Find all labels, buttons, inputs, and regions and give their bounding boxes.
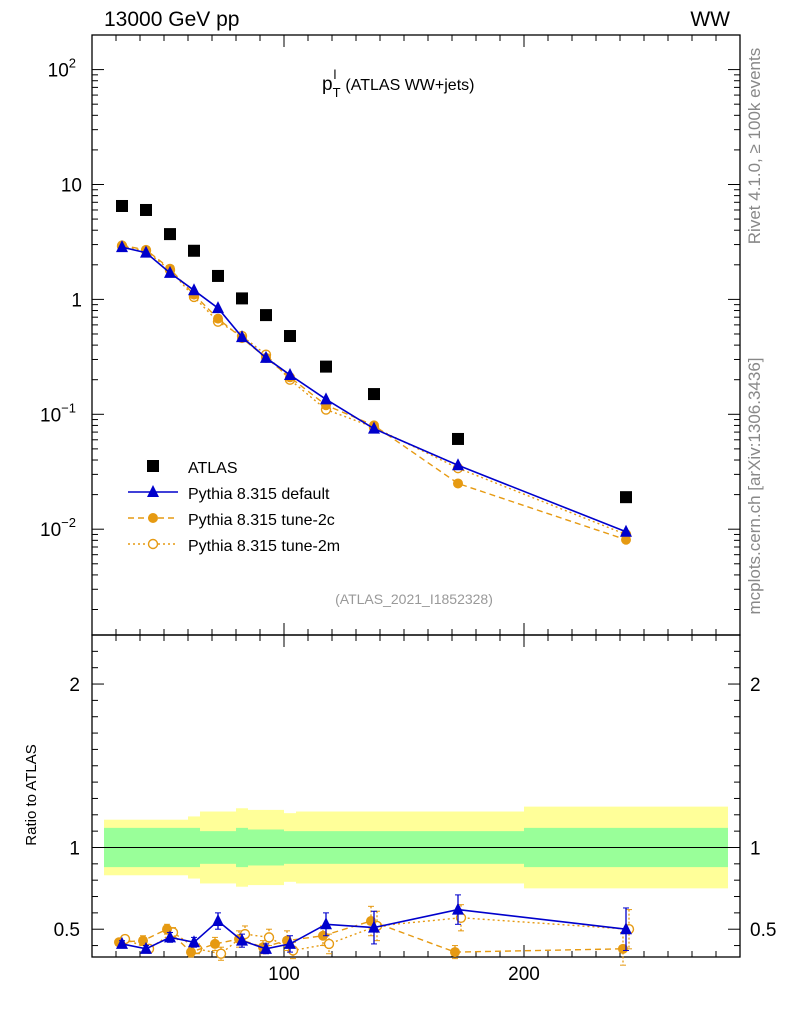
y-tick-label: 1 (71, 290, 82, 311)
ratio-y-tick-label-right: 1 (750, 838, 761, 859)
ratio-point (452, 902, 464, 915)
header-left: 13000 GeV pp (104, 8, 239, 31)
data-point (284, 330, 296, 343)
plot-title: pTl(ATLAS WW+jets) (322, 67, 474, 100)
data-point (320, 360, 332, 373)
ratio-y-tick-label: 2 (69, 675, 80, 696)
legend-tune-2m: Pythia 8.315 tune-2m (188, 538, 340, 555)
data-point (140, 245, 152, 258)
ratio-y-tick-label: 1 (69, 838, 80, 859)
ratio-panel: 0.5 0.5 1 1 2 2 100 200 Ratio to ATLAS (23, 634, 776, 985)
data-point (452, 432, 464, 445)
ratio-point (210, 938, 220, 949)
data-point (368, 388, 380, 401)
ratio-point (164, 930, 176, 943)
ratio-point (140, 941, 152, 954)
data-point (453, 478, 463, 489)
legend-default: Pythia 8.315 default (188, 486, 330, 503)
legend-marker (147, 485, 159, 497)
ratio-point (263, 932, 275, 943)
ratio-y-tick-label-right: 0.5 (750, 920, 776, 941)
ratio-point (368, 920, 380, 933)
data-point (164, 228, 176, 241)
ratio-line-tune2c (118, 920, 624, 953)
rivet-label: Rivet 4.1.0, ≥ 100k events (745, 48, 764, 244)
data-point (452, 458, 464, 471)
legend-marker (147, 538, 159, 550)
y-tick-label: 102 (48, 56, 76, 82)
data-point (284, 367, 296, 380)
mcplots-label: mcplots.cern.ch [arXiv:1306.3436] (745, 357, 764, 614)
data-point (212, 269, 224, 282)
data-point (212, 301, 224, 314)
data-point (260, 350, 272, 363)
ratio-point (215, 948, 227, 959)
ratio-point (188, 935, 200, 948)
ratio-ylabel: Ratio to ATLAS (23, 744, 40, 845)
legend-marker (148, 513, 158, 523)
x-tick-label: 200 (508, 964, 540, 985)
ratio-point (320, 917, 332, 930)
data-point (213, 313, 223, 324)
legend-tune-2c: Pythia 8.315 tune-2c (188, 512, 335, 529)
ratio-point (323, 938, 335, 950)
header-right: WW (690, 8, 730, 31)
data-point (140, 203, 152, 216)
data-point (116, 240, 128, 253)
ratio-point (186, 947, 196, 958)
x-tick-label: 100 (268, 964, 300, 985)
legend-marker-atlas (147, 460, 159, 472)
series-line-1 (121, 246, 627, 533)
legend: ATLAS Pythia 8.315 default Pythia 8.315 … (128, 460, 340, 555)
ratio-point (116, 936, 128, 949)
ratio-point (620, 922, 632, 935)
y-tick-label: 10 (61, 175, 82, 196)
y-tick-label: 10−2 (40, 515, 76, 541)
ratio-point (284, 936, 296, 949)
ratio-frame (91, 634, 741, 958)
legend-atlas: ATLAS (188, 460, 238, 477)
data-point (368, 421, 380, 434)
ratio-y-tick-label: 0.5 (54, 920, 80, 941)
ratio-point (260, 941, 272, 954)
ratio-point (450, 947, 460, 958)
ratio-point (212, 914, 224, 927)
analysis-label: (ATLAS_2021_I1852328) (335, 591, 493, 607)
data-point (620, 491, 632, 504)
data-point (164, 265, 176, 278)
data-point (620, 524, 632, 537)
y-tick-label: 10−1 (40, 400, 76, 426)
data-point (188, 283, 200, 296)
main-panel: 102 10 1 10−1 10−2 pTl(ATLAS WW+jets) (ATLAS… (40, 34, 741, 636)
ratio-y-tick-label-right: 2 (750, 675, 761, 696)
data-point (260, 309, 272, 322)
ratio-point (236, 933, 248, 946)
data-point (188, 244, 200, 257)
data-point (320, 392, 332, 405)
data-point (236, 292, 248, 305)
data-point (116, 199, 128, 212)
data-point (236, 330, 248, 343)
data-point (621, 534, 631, 545)
